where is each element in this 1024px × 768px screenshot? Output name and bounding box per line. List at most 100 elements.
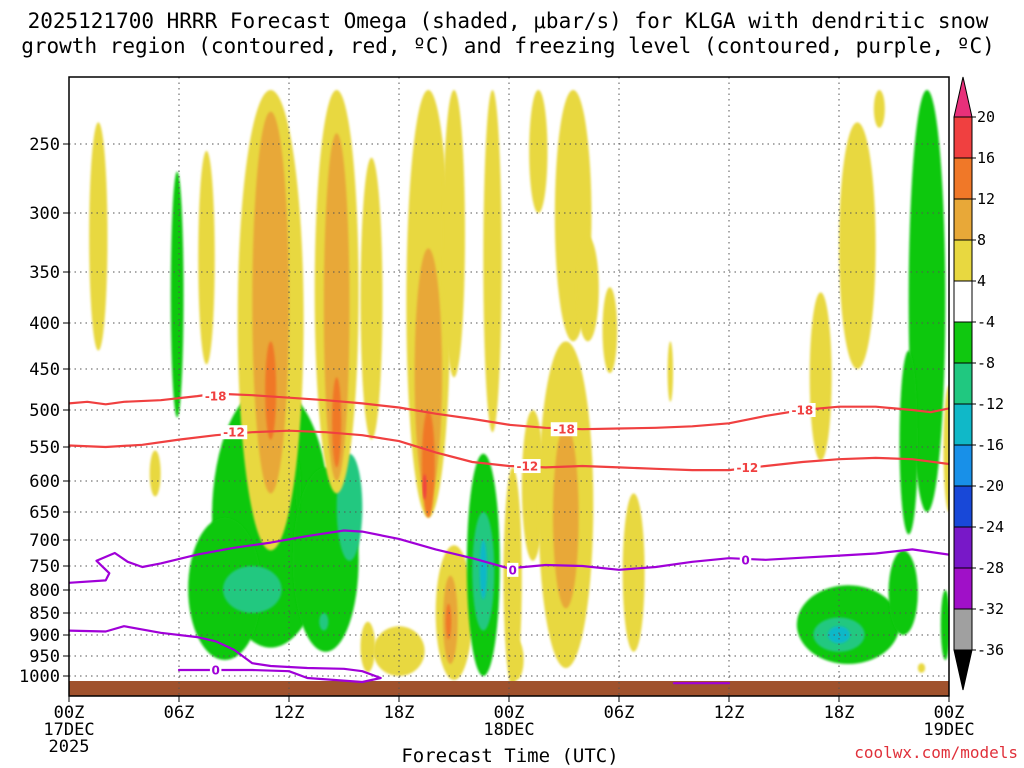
omega-region-46 [908,90,946,512]
omega-region-8 [223,566,282,613]
contour-label-2-0: 0 [508,563,516,577]
colorbar-label-11: -28 [977,559,1004,577]
contour-label-0-2: -18 [791,404,813,418]
omega-region-50 [888,550,918,635]
omega-region-36 [553,424,579,609]
colorbar-bottom-arrow [953,649,973,691]
y-tick-label-800: 800 [29,581,60,601]
contour-layer: -18 -18 -18 -12 -12 -12 0 0 0 [69,389,949,685]
y-tick-label-500: 500 [29,401,60,421]
contour-label-1-1: -12 [516,460,538,474]
colorbar-swatch-8 [953,444,973,487]
chart-title-line-1: 2025121700 HRRR Forecast Omega (shaded, … [28,9,989,33]
omega-region-34 [521,410,544,561]
y-tick-label-900: 900 [29,626,60,646]
colorbar-label-12: -32 [977,600,1004,618]
omega-region-33 [508,639,524,680]
omega-region-2 [198,150,215,365]
colorbar-label-3: 8 [977,231,986,249]
colorbar-swatch-0 [953,116,973,159]
omega-region-15 [323,133,350,481]
omega-region-44 [873,90,885,128]
contour-label-bg-3-0 [209,663,222,677]
omega-region-21 [422,474,427,500]
y-tick-label-350: 350 [29,263,60,283]
omega-region-41 [622,493,645,652]
x-tick-label-2-line1: 12Z [274,703,305,723]
y-tick-label-300: 300 [29,204,60,224]
chart-title-line-2: growth region (contoured, red, ºC) and f… [21,34,995,58]
omega-region-27 [373,626,425,676]
colorbar-swatch-10 [953,526,973,569]
x-axis-label: Forecast Time (UTC) [401,745,618,767]
omega-region-38 [529,90,548,213]
contour-1 [69,429,949,472]
y-tick-label-400: 400 [29,314,60,334]
omega-region-32 [503,467,522,688]
omega-region-47 [899,350,918,535]
omega-region-20 [421,410,435,518]
y-tick-label-550: 550 [29,438,60,458]
colorbar-swatch-5 [953,321,973,364]
y-axis-pressure-ticks: 2503003504004505005506006507007508008509… [19,135,69,687]
grid-lines [69,77,949,696]
y-tick-label-450: 450 [29,360,60,380]
contour-label-bg-1-2 [734,460,761,475]
x-tick-label-1-line1: 06Z [164,703,195,723]
omega-region-1 [149,450,161,497]
colorbar: 20 16 12 8 4 -4 -8 -12 -16 -20 -24 -28 -32 -36 [953,76,1004,691]
y-tick-label-750: 750 [29,557,60,577]
omega-region-43 [839,122,876,369]
y-tick-label-950: 950 [29,647,60,667]
y-tick-label-600: 600 [29,472,60,492]
omega-region-3 [170,171,184,418]
x-tick-label-5-line1: 06Z [604,703,635,723]
contour-label-1-0: -12 [223,426,245,440]
colorbar-swatch-12 [953,608,973,651]
x-tick-label-6-line1: 12Z [714,703,745,723]
contour-label-2-1: 0 [741,553,749,567]
omega-region-48 [943,385,949,512]
y-tick-label-1000: 1000 [19,667,60,687]
omega-region-45 [809,292,832,461]
colorbar-label-1: 16 [977,149,995,167]
colorbar-swatch-7 [953,403,973,446]
y-tick-label-650: 650 [29,503,60,523]
omega-region-26 [483,90,502,433]
contour-label-bg-2-0 [506,562,519,577]
colorbar-label-10: -24 [977,518,1004,536]
x-tick-label-3-line1: 18Z [384,703,415,723]
x-tick-label-8-line1: 00Z [934,703,965,723]
omega-region-42 [667,341,674,402]
colorbar-swatch-4 [953,280,973,323]
contour-label-1-2: -12 [736,461,758,475]
omega-region-10 [319,613,329,631]
omega-region-13 [265,341,277,440]
contour-label-0-0: -18 [205,390,227,404]
x-tick-label-0-line1: 00Z [54,703,85,723]
colorbar-label-6: -8 [977,354,995,372]
omega-region-39 [576,236,599,342]
contour-label-bg-1-0 [220,425,248,440]
omega-region-7 [295,460,301,512]
y-tick-label-850: 850 [29,604,60,624]
omega-region-28 [360,621,376,673]
contour-label-bg-0-2 [789,403,816,417]
x-tick-label-7-line1: 18Z [824,703,855,723]
omega-region-53 [940,590,949,660]
omega-region-31 [479,540,488,600]
colorbar-label-7: -12 [977,395,1004,413]
colorbar-label-9: -20 [977,477,1004,495]
omega-region-40 [602,287,618,374]
contour-label-bg-0-1 [550,422,578,437]
omega-region-25 [445,603,452,640]
omega-region-17 [360,157,383,440]
contour-label-3-0: 0 [211,664,219,678]
contour-label-0-1: -18 [553,423,575,437]
colorbar-label-5: -4 [977,313,995,331]
omega-region-16 [332,377,342,468]
plot-area: -18 -18 -18 -12 -12 -12 0 0 0 [68,76,950,697]
contour-0 [69,392,949,431]
colorbar-swatch-9 [953,485,973,528]
